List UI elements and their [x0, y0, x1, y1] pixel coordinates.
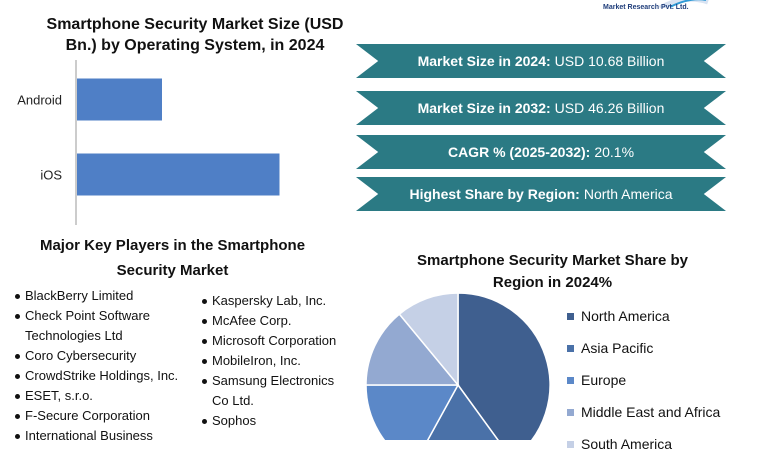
legend-swatch — [567, 440, 574, 448]
company-logo — [658, 0, 709, 8]
legend-swatch — [567, 312, 574, 320]
stat-label: Market Size in 2024: — [417, 53, 551, 69]
legend-item: Europe — [567, 364, 720, 396]
legend-item: Asia Pacific — [567, 332, 720, 364]
stat-banner-market-size-2032: Market Size in 2032: USD 46.26 Billion — [356, 91, 726, 125]
key-players-list-1: BlackBerry Limited Check Point Software … — [15, 286, 200, 446]
legend-label: South America — [581, 436, 673, 452]
key-player: Samsung Electronics Co Ltd. — [202, 371, 347, 411]
key-player: F-Secure Corporation — [15, 406, 200, 426]
key-player: Microsoft Corporation — [202, 331, 347, 351]
key-player: BlackBerry Limited — [15, 286, 200, 306]
pie-slice-asia-pacific — [426, 383, 499, 440]
legend-item: South America — [567, 428, 720, 460]
bar-chart: Android iOS — [17, 60, 280, 225]
legend-item: North America — [567, 300, 720, 332]
stat-banner-highest-share: Highest Share by Region: North America — [356, 177, 726, 211]
bar-ios — [77, 153, 280, 196]
stat-label: CAGR % (2025-2032): — [447, 144, 591, 160]
key-player: Check Point Software Technologies Ltd — [15, 306, 200, 346]
legend-swatch — [567, 408, 574, 416]
pie-legend: North America Asia Pacific Europe Middle Ea… — [567, 300, 720, 460]
key-player: International Business — [15, 426, 200, 446]
logo-text: Market Research Pvt. Ltd. — [603, 4, 689, 11]
category-label: Android — [17, 93, 62, 108]
pie-slice-europe — [365, 384, 460, 440]
key-player: Coro Cybersecurity — [15, 346, 200, 366]
key-player: MobileIron, Inc. — [202, 351, 347, 371]
legend-swatch — [567, 344, 574, 352]
stat-label: Market Size in 2032: — [417, 100, 551, 116]
stat-banner-cagr: CAGR % (2025-2032): 20.1% — [356, 135, 726, 169]
stat-value: North America — [583, 186, 673, 202]
category-label: iOS — [40, 168, 62, 183]
stat-value: USD 46.26 Billion — [554, 100, 665, 116]
key-player: ESET, s.r.o. — [15, 386, 200, 406]
stat-value: 20.1% — [594, 144, 635, 160]
key-player: CrowdStrike Holdings, Inc. — [15, 366, 200, 386]
bar-android — [77, 78, 162, 121]
stat-label: Highest Share by Region: — [409, 186, 580, 202]
stat-value: USD 10.68 Billion — [554, 53, 665, 69]
pie-chart-title: Smartphone Security Market Share by Regi… — [417, 252, 688, 291]
stat-banner-market-size-2024: Market Size in 2024: USD 10.68 Billion — [356, 44, 726, 78]
pie-slice-south-america — [398, 292, 459, 388]
legend-swatch — [567, 376, 574, 384]
legend-label: Asia Pacific — [581, 340, 654, 356]
legend-label: Europe — [581, 372, 627, 388]
key-player: Kaspersky Lab, Inc. — [202, 291, 347, 311]
key-player: Sophos — [202, 411, 347, 431]
bar-chart-title: Smartphone Security Market Size (USD Bn.… — [46, 16, 344, 54]
pie-slice-middle-east-and-africa — [365, 313, 460, 386]
key-players-list-2: Kaspersky Lab, Inc. McAfee Corp. Microso… — [202, 291, 347, 431]
key-player: McAfee Corp. — [202, 311, 347, 331]
key-players-title: Major Key Players in the Smartphone Secu… — [39, 237, 306, 279]
legend-item: Middle East and Africa — [567, 396, 720, 428]
legend-label: Middle East and Africa — [581, 404, 721, 420]
legend-label: North America — [581, 308, 670, 324]
pie-chart — [365, 292, 551, 440]
